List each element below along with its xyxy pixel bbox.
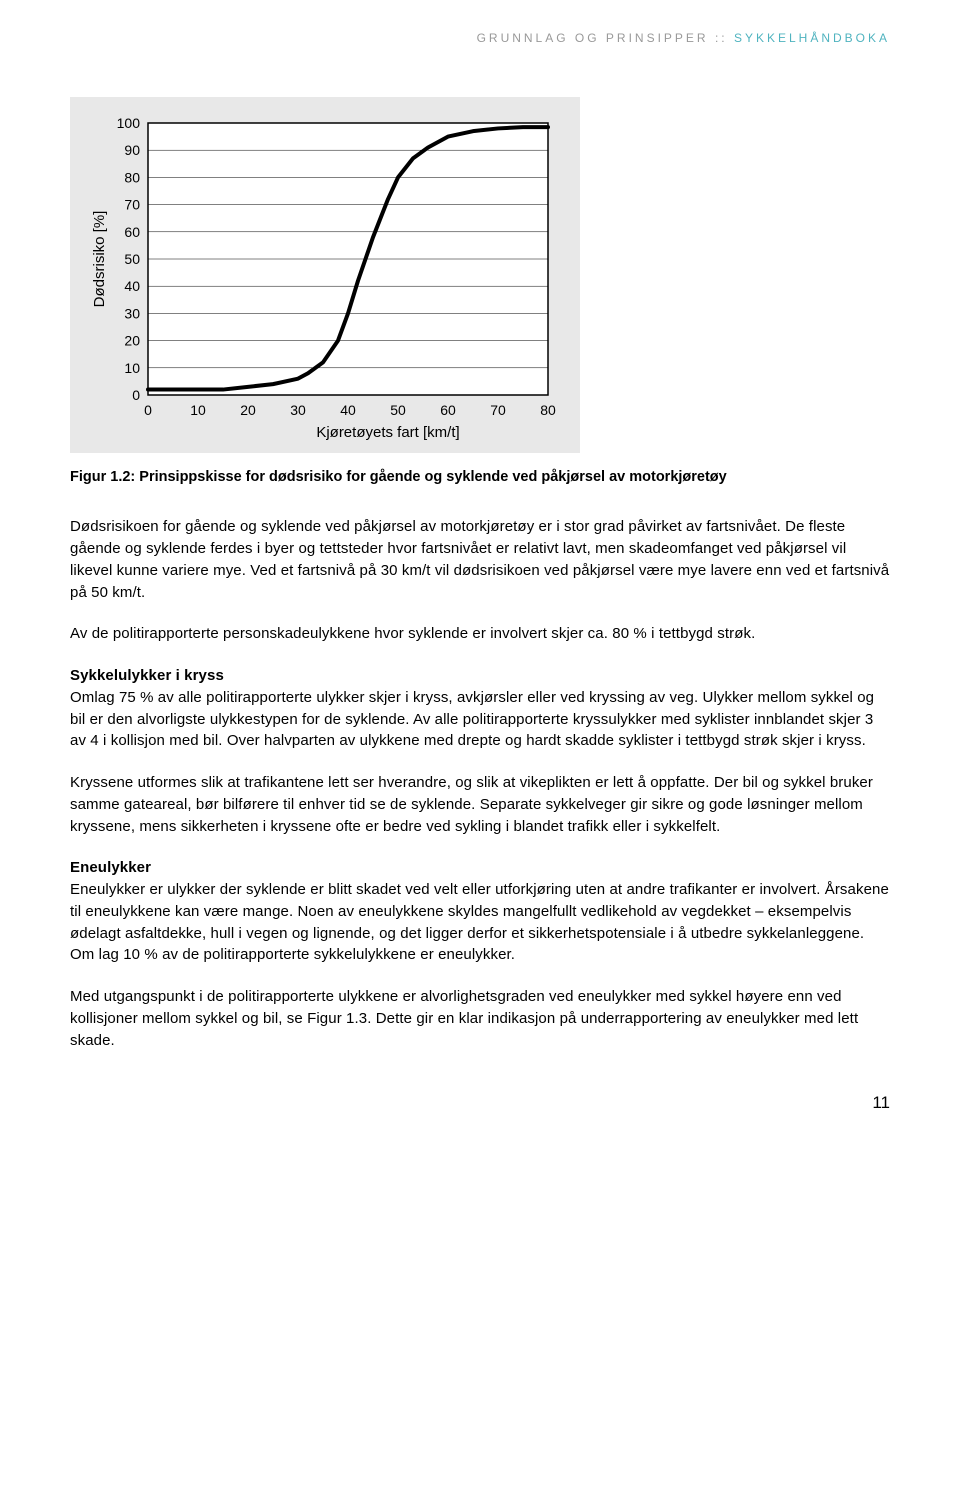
paragraph: Eneulykker er ulykker der syklende er bl… — [70, 879, 890, 966]
header-section: GRUNNLAG OG PRINSIPPER — [477, 31, 709, 45]
svg-text:70: 70 — [490, 402, 506, 418]
svg-text:30: 30 — [290, 402, 306, 418]
svg-text:20: 20 — [124, 333, 140, 349]
svg-text:30: 30 — [124, 306, 140, 322]
paragraph: Kryssene utformes slik at trafikantene l… — [70, 772, 890, 837]
svg-text:60: 60 — [440, 402, 456, 418]
svg-text:0: 0 — [144, 402, 152, 418]
svg-text:70: 70 — [124, 197, 140, 213]
svg-text:Dødsrisiko [%]: Dødsrisiko [%] — [91, 211, 108, 308]
svg-text:90: 90 — [124, 143, 140, 159]
paragraph: Av de politirapporterte personskadeulykk… — [70, 623, 890, 645]
svg-text:100: 100 — [117, 115, 141, 131]
header-book-title: SYKKELHÅNDBOKA — [734, 31, 890, 45]
chart-container: 0 10 20 30 40 50 60 70 80 0 10 20 30 40 50 60 70 80 90 100 K… — [70, 97, 580, 453]
svg-text:40: 40 — [124, 279, 140, 295]
paragraph: Med utgangspunkt i de politirapporterte … — [70, 986, 890, 1051]
section-heading: Eneulykker — [70, 857, 890, 879]
svg-text:50: 50 — [124, 251, 140, 267]
document-page: GRUNNLAG OG PRINSIPPER :: SYKKELHÅNDBOKA… — [0, 0, 960, 1156]
svg-text:80: 80 — [124, 170, 140, 186]
risk-chart: 0 10 20 30 40 50 60 70 80 0 10 20 30 40 50 60 70 80 90 100 K… — [88, 115, 558, 445]
page-header: GRUNNLAG OG PRINSIPPER :: SYKKELHÅNDBOKA — [70, 30, 890, 47]
header-separator: :: — [715, 31, 728, 45]
paragraph: Dødsrisikoen for gående og syklende ved … — [70, 516, 890, 603]
svg-text:40: 40 — [340, 402, 356, 418]
svg-text:10: 10 — [124, 360, 140, 376]
paragraph: Omlag 75 % av alle politirapporterte uly… — [70, 687, 890, 752]
svg-text:80: 80 — [540, 402, 556, 418]
svg-text:60: 60 — [124, 224, 140, 240]
page-number: 11 — [70, 1091, 890, 1116]
section-heading: Sykkelulykker i kryss — [70, 665, 890, 687]
svg-text:20: 20 — [240, 402, 256, 418]
svg-text:Kjøretøyets fart [km/t]: Kjøretøyets fart [km/t] — [316, 424, 459, 441]
svg-text:10: 10 — [190, 402, 206, 418]
svg-text:50: 50 — [390, 402, 406, 418]
svg-text:0: 0 — [132, 387, 140, 403]
body-text: Dødsrisikoen for gående og syklende ved … — [70, 516, 890, 1051]
figure-caption: Figur 1.2: Prinsippskisse for dødsrisiko… — [70, 467, 890, 488]
